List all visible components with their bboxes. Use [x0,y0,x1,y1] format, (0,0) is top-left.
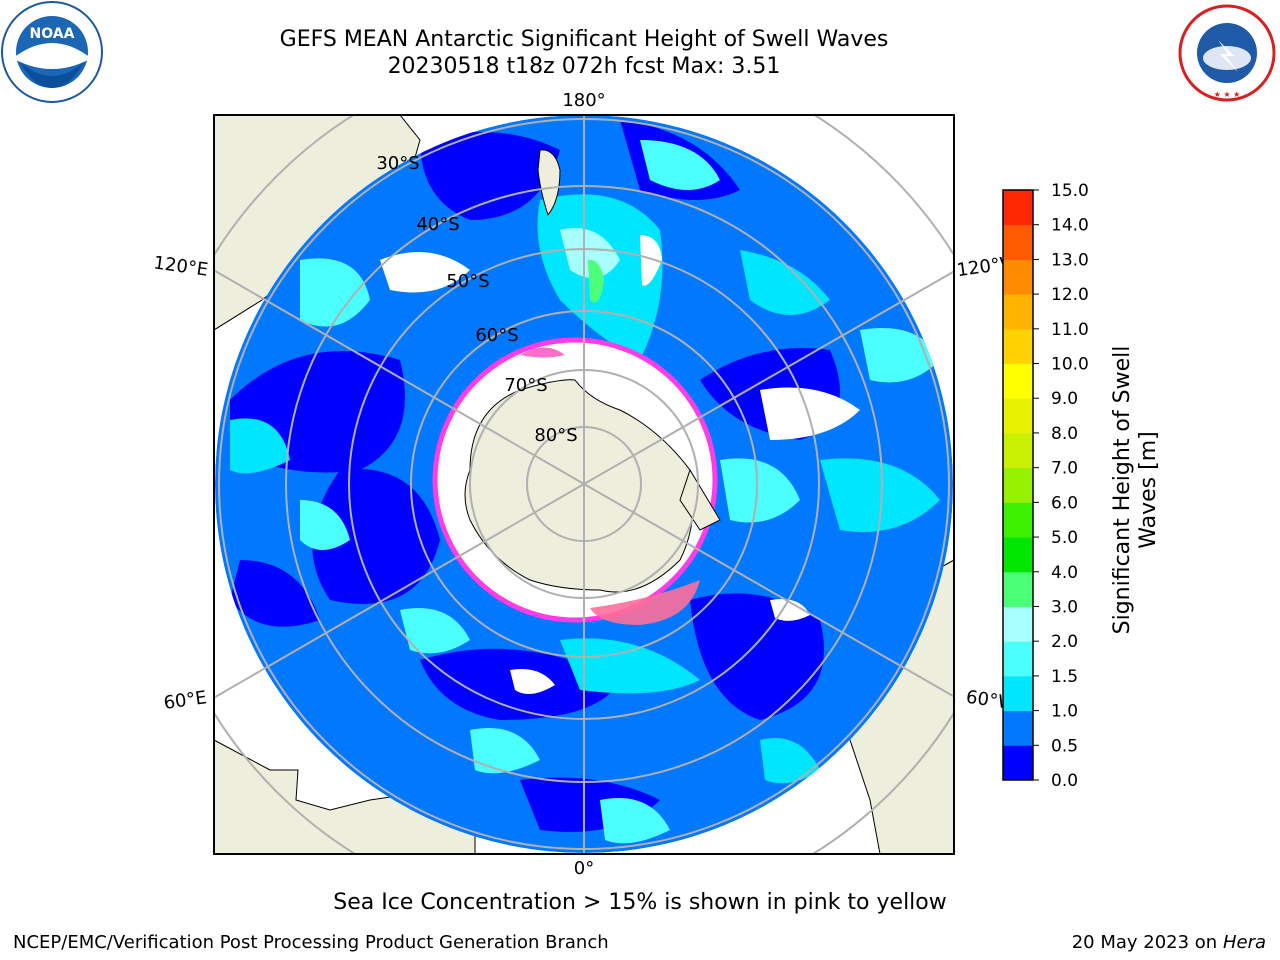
colorbar-segment [1003,606,1033,642]
svg-text:NOAA: NOAA [30,26,75,42]
colorbar-tick-label: 0.0 [1051,771,1078,791]
colorbar-segment [1003,363,1033,399]
colorbar-segment [1003,537,1033,573]
colorbar-label: Significant Height of Swell Waves [m] [1110,320,1166,660]
colorbar-segment [1003,224,1033,260]
colorbar-label-line2: Waves [m] [1136,431,1161,549]
title-line-1: GEFS MEAN Antarctic Significant Height o… [279,27,889,52]
colorbar-tick-label: 0.5 [1051,736,1078,756]
colorbar-segment [1003,571,1033,607]
lat-label-70: 70°S [504,375,547,396]
colorbar-tick-label: 11.0 [1051,320,1089,340]
graticule [214,115,954,854]
colorbar-border [1002,189,1034,781]
colorbar-tick-label: 13.0 [1051,250,1089,270]
lat-label-60: 60°S [475,325,518,346]
svg-text:★ ★ ★: ★ ★ ★ [1214,90,1241,99]
colorbar-tick-label: 1.0 [1051,702,1078,722]
colorbar-tick-label: 15.0 [1051,181,1089,201]
colorbar-tick-label: 7.0 [1051,459,1078,479]
lon-label-upper-left: 120°E [152,252,209,280]
colorbar-tick-label: 1.5 [1051,667,1078,687]
colorbar-segment [1003,745,1033,781]
colorbar-segment [1003,467,1033,503]
map-frame [213,114,955,855]
colorbar-tick-label: 5.0 [1051,528,1078,548]
colorbar-segment [1003,710,1033,746]
lat-label-50: 50°S [446,271,489,292]
colorbar-label-line1: Significant Height of Swell [1110,345,1135,635]
colorbar-tick-label: 2.0 [1051,632,1078,652]
lon-label-lower-left: 60°E [162,687,208,714]
lat-label-30: 30°S [376,153,419,174]
colorbar-tick-label: 9.0 [1051,389,1078,409]
colorbar-tick-label: 6.0 [1051,493,1078,513]
colorbar-tick-label: 4.0 [1051,563,1078,583]
nws-logo: ★ ★ ★ [1178,4,1276,102]
colorbar: 0.0 0.5 1.0 1.5 2.0 3.0 4.0 5.0 6.0 7.0 8.0 9.0 10.0… [1002,181,1089,791]
title-line-2: 20230518 t18z 072h fcst Max: 3.51 [387,54,781,79]
colorbar-segment [1003,294,1033,330]
footer-credit: NCEP/EMC/Verification Post Processing Pr… [13,932,609,953]
ice-caption: Sea Ice Concentration > 15% is shown in … [333,890,947,915]
colorbar-tick-label: 8.0 [1051,424,1078,444]
footer-date-text: 20 May 2023 on [1071,932,1218,953]
colorbar-segment [1003,675,1033,712]
colorbar-tick-label: 10.0 [1051,355,1089,375]
colorbar-tick-label: 14.0 [1051,216,1089,236]
lon-label-top: 180° [562,90,605,111]
colorbar-segment [1003,641,1033,677]
colorbar-segment [1003,502,1033,538]
lat-label-40: 40°S [416,214,459,235]
colorbar-segment [1003,328,1033,365]
colorbar-segment [1003,259,1033,295]
lon-label-bottom: 0° [574,858,594,879]
colorbar-segment [1003,190,1033,226]
colorbar-tick-label: 12.0 [1051,285,1089,305]
footer-machine: Hera [1222,932,1266,953]
footer-date: 20 May 2023 on Hera [1072,932,1266,953]
noaa-logo: NOAA [1,1,103,103]
lat-label-80: 80°S [534,425,577,446]
colorbar-tick-label: 3.0 [1051,597,1078,617]
colorbar-segment [1003,432,1033,469]
colorbar-segment [1003,398,1033,434]
